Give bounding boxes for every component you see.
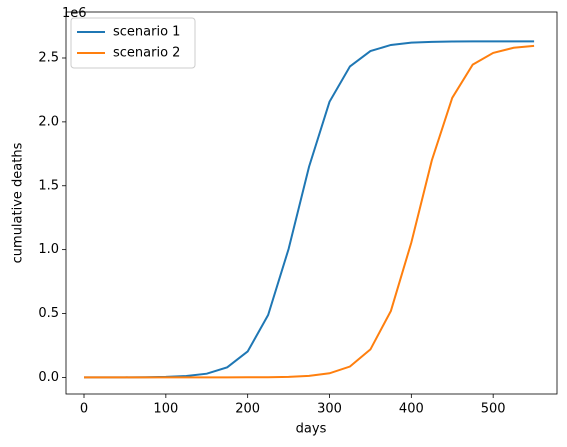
x-tick-label: 300 [317,402,342,417]
legend-box [70,17,196,69]
plot-frame [65,11,558,395]
y-offset-text: 1e6 [62,6,87,21]
x-tick-label: 0 [80,402,88,417]
legend-label: scenario 2 [113,46,180,61]
series-line [84,44,535,379]
x-axis-label: days [296,422,327,437]
legend-label: scenario 1 [113,25,180,40]
y-tick-label: 2.5 [38,50,59,65]
series-line [83,40,535,379]
y-tick-label: 1.5 [38,178,59,193]
y-tick-label: 0.5 [38,306,59,321]
y-axis-label: cumulative deaths [11,142,26,263]
x-tick-label: 200 [235,402,260,417]
x-tick-label: 500 [481,402,506,417]
x-tick-label: 400 [399,402,424,417]
y-tick-label: 2.0 [38,114,59,129]
y-tick-label: 0.0 [38,370,59,385]
x-tick-label: 100 [153,402,178,417]
y-tick-label: 1.0 [38,242,59,257]
